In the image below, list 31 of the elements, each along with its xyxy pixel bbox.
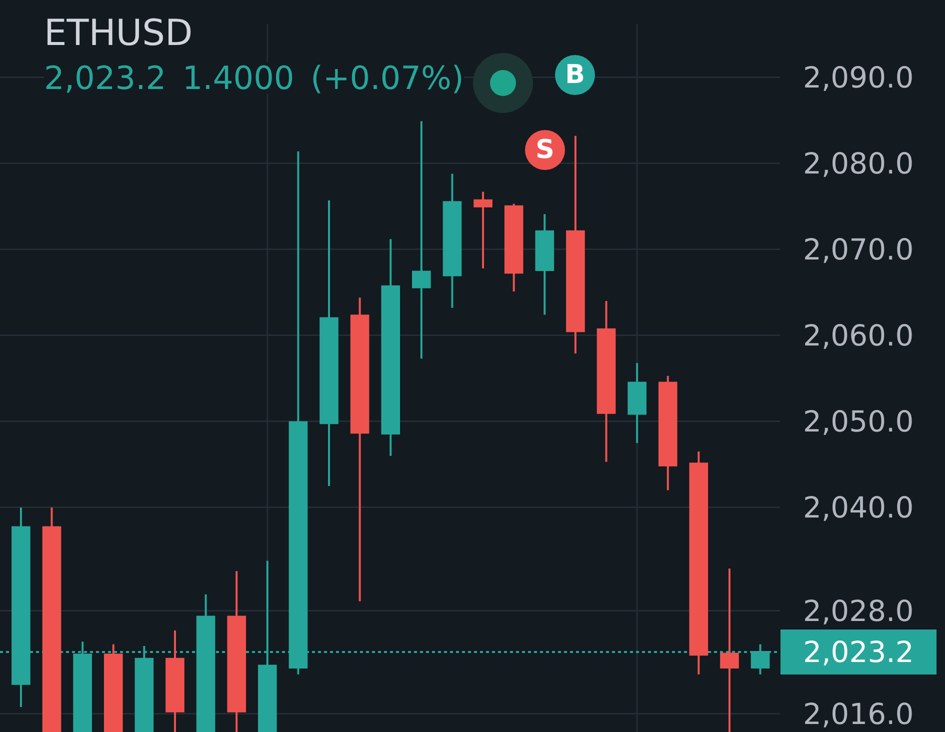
candlestick <box>658 374 678 492</box>
y-tick-label: 2,090.0 <box>803 60 914 94</box>
candlestick <box>628 362 646 444</box>
candlestick <box>596 300 616 463</box>
chart-title: ETHUSD <box>44 13 193 54</box>
candlestick <box>42 506 62 732</box>
y-tick-label: 2,060.0 <box>803 318 914 353</box>
candlestick <box>350 296 370 602</box>
y-tick-label: 2,016.0 <box>803 697 914 732</box>
ref-line-label: 2,023.2 <box>803 635 914 669</box>
y-tick-label: 2,070.0 <box>803 232 914 267</box>
candlestick <box>535 213 554 316</box>
candlestick <box>227 570 246 732</box>
y-tick-label: 2,040.0 <box>803 490 914 525</box>
candlestick <box>474 190 492 270</box>
candlestick <box>720 568 739 732</box>
candlestick <box>504 202 524 293</box>
candlestick <box>566 134 585 354</box>
candlestick <box>104 643 123 732</box>
candlestick <box>381 238 400 457</box>
candlestick <box>442 172 462 309</box>
y-tick-label: 2,028.0 <box>803 594 914 628</box>
annotation: S <box>525 130 565 170</box>
candlestick <box>320 199 338 487</box>
y-tick-label: 2,050.0 <box>803 404 914 439</box>
candlestick <box>412 120 431 360</box>
y-tick-label: 2,080.0 <box>803 146 914 181</box>
annotation: B <box>555 55 595 95</box>
text: 2,023.2 1.4000 (+0.07%) <box>44 59 464 97</box>
candlestick <box>689 450 708 676</box>
candlestick <box>166 629 184 732</box>
